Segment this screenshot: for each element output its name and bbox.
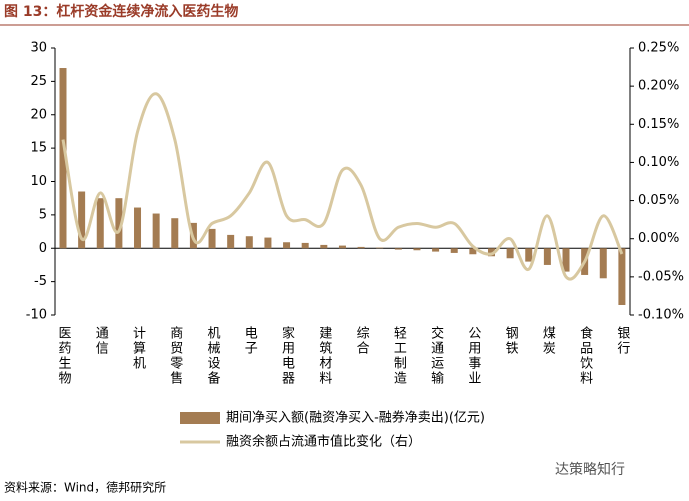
y-tick-label: 20 xyxy=(30,107,47,122)
x-tick-label: 综合 xyxy=(354,326,370,356)
x-tick-label: 轻工制造 xyxy=(391,326,407,386)
y2-tick-label: 0.20% xyxy=(638,79,679,94)
x-tick-label: 家用电器 xyxy=(279,325,295,386)
legend-label: 期间净买入额(融资净买入-融券净卖出)(亿元) xyxy=(226,410,485,426)
bar xyxy=(357,246,365,249)
x-tick-label: 通信 xyxy=(93,326,109,356)
bar xyxy=(227,234,235,249)
line xyxy=(61,92,624,281)
bar xyxy=(413,248,421,251)
y-tick-label: 10 xyxy=(30,174,47,189)
chart-title: 图 13：杠杆资金连续净流入医药生物 xyxy=(4,3,238,20)
bar xyxy=(134,207,142,249)
bar xyxy=(59,68,67,249)
y2-tick-label: -0.05% xyxy=(638,269,684,284)
x-tick-label: 交通运输 xyxy=(428,325,444,386)
y-tick-label: 25 xyxy=(30,74,47,89)
bar xyxy=(78,191,86,249)
bar xyxy=(301,242,309,249)
x-tick-label: 计算机 xyxy=(130,326,146,371)
bar xyxy=(245,236,253,249)
y2-tick-label: 0.25% xyxy=(638,41,679,56)
bar xyxy=(525,248,533,262)
bar xyxy=(96,198,104,249)
legend-label: 融资余额占流通市值比变化（右） xyxy=(226,434,421,450)
bar xyxy=(338,245,346,249)
y2-tick-label: 0.05% xyxy=(638,193,679,208)
bar xyxy=(450,248,458,253)
x-tick-label: 电子 xyxy=(242,326,257,356)
bar xyxy=(562,248,570,272)
bar xyxy=(618,248,626,305)
bar xyxy=(394,248,402,250)
y-tick-label: 0 xyxy=(39,241,47,256)
bar xyxy=(208,228,216,249)
bar xyxy=(487,248,495,257)
x-tick-label: 商贸零售 xyxy=(167,326,183,386)
x-tick-label: 钢铁 xyxy=(503,326,519,356)
y-tick-label: 15 xyxy=(30,141,47,156)
x-tick-label: 公用事业 xyxy=(465,326,481,386)
y2-tick-label: 0.10% xyxy=(638,155,679,170)
x-tick-label: 煤炭 xyxy=(540,326,556,356)
y2-tick-label: 0.15% xyxy=(638,117,679,132)
bar xyxy=(152,213,160,249)
bar xyxy=(283,242,291,249)
watermark: 达策略知行 xyxy=(555,461,625,478)
x-tick-label: 食品饮料 xyxy=(577,325,593,386)
y-tick-label: -5 xyxy=(34,274,47,289)
bar xyxy=(376,247,384,249)
bar xyxy=(171,218,179,249)
x-tick-label: 建筑材料 xyxy=(316,326,332,386)
bar xyxy=(264,237,272,249)
bar xyxy=(432,248,440,252)
y-tick-label: 5 xyxy=(39,207,47,222)
bar xyxy=(543,248,551,265)
y2-tick-label: -0.10% xyxy=(638,308,684,323)
x-tick-label: 银行 xyxy=(614,326,630,356)
y-tick-label: 30 xyxy=(30,41,47,56)
source: 资料来源：Wind，德邦研究所 xyxy=(4,480,166,495)
legend-swatch xyxy=(180,412,220,424)
bar xyxy=(320,244,328,249)
bar xyxy=(599,248,607,279)
y2-tick-label: 0.00% xyxy=(638,231,679,246)
bar xyxy=(506,248,514,259)
bar xyxy=(469,248,477,255)
bar xyxy=(115,198,123,249)
x-tick-label: 医药生物 xyxy=(56,326,72,386)
x-tick-label: 机械设备 xyxy=(205,326,221,386)
y-tick-label: -10 xyxy=(26,308,47,323)
